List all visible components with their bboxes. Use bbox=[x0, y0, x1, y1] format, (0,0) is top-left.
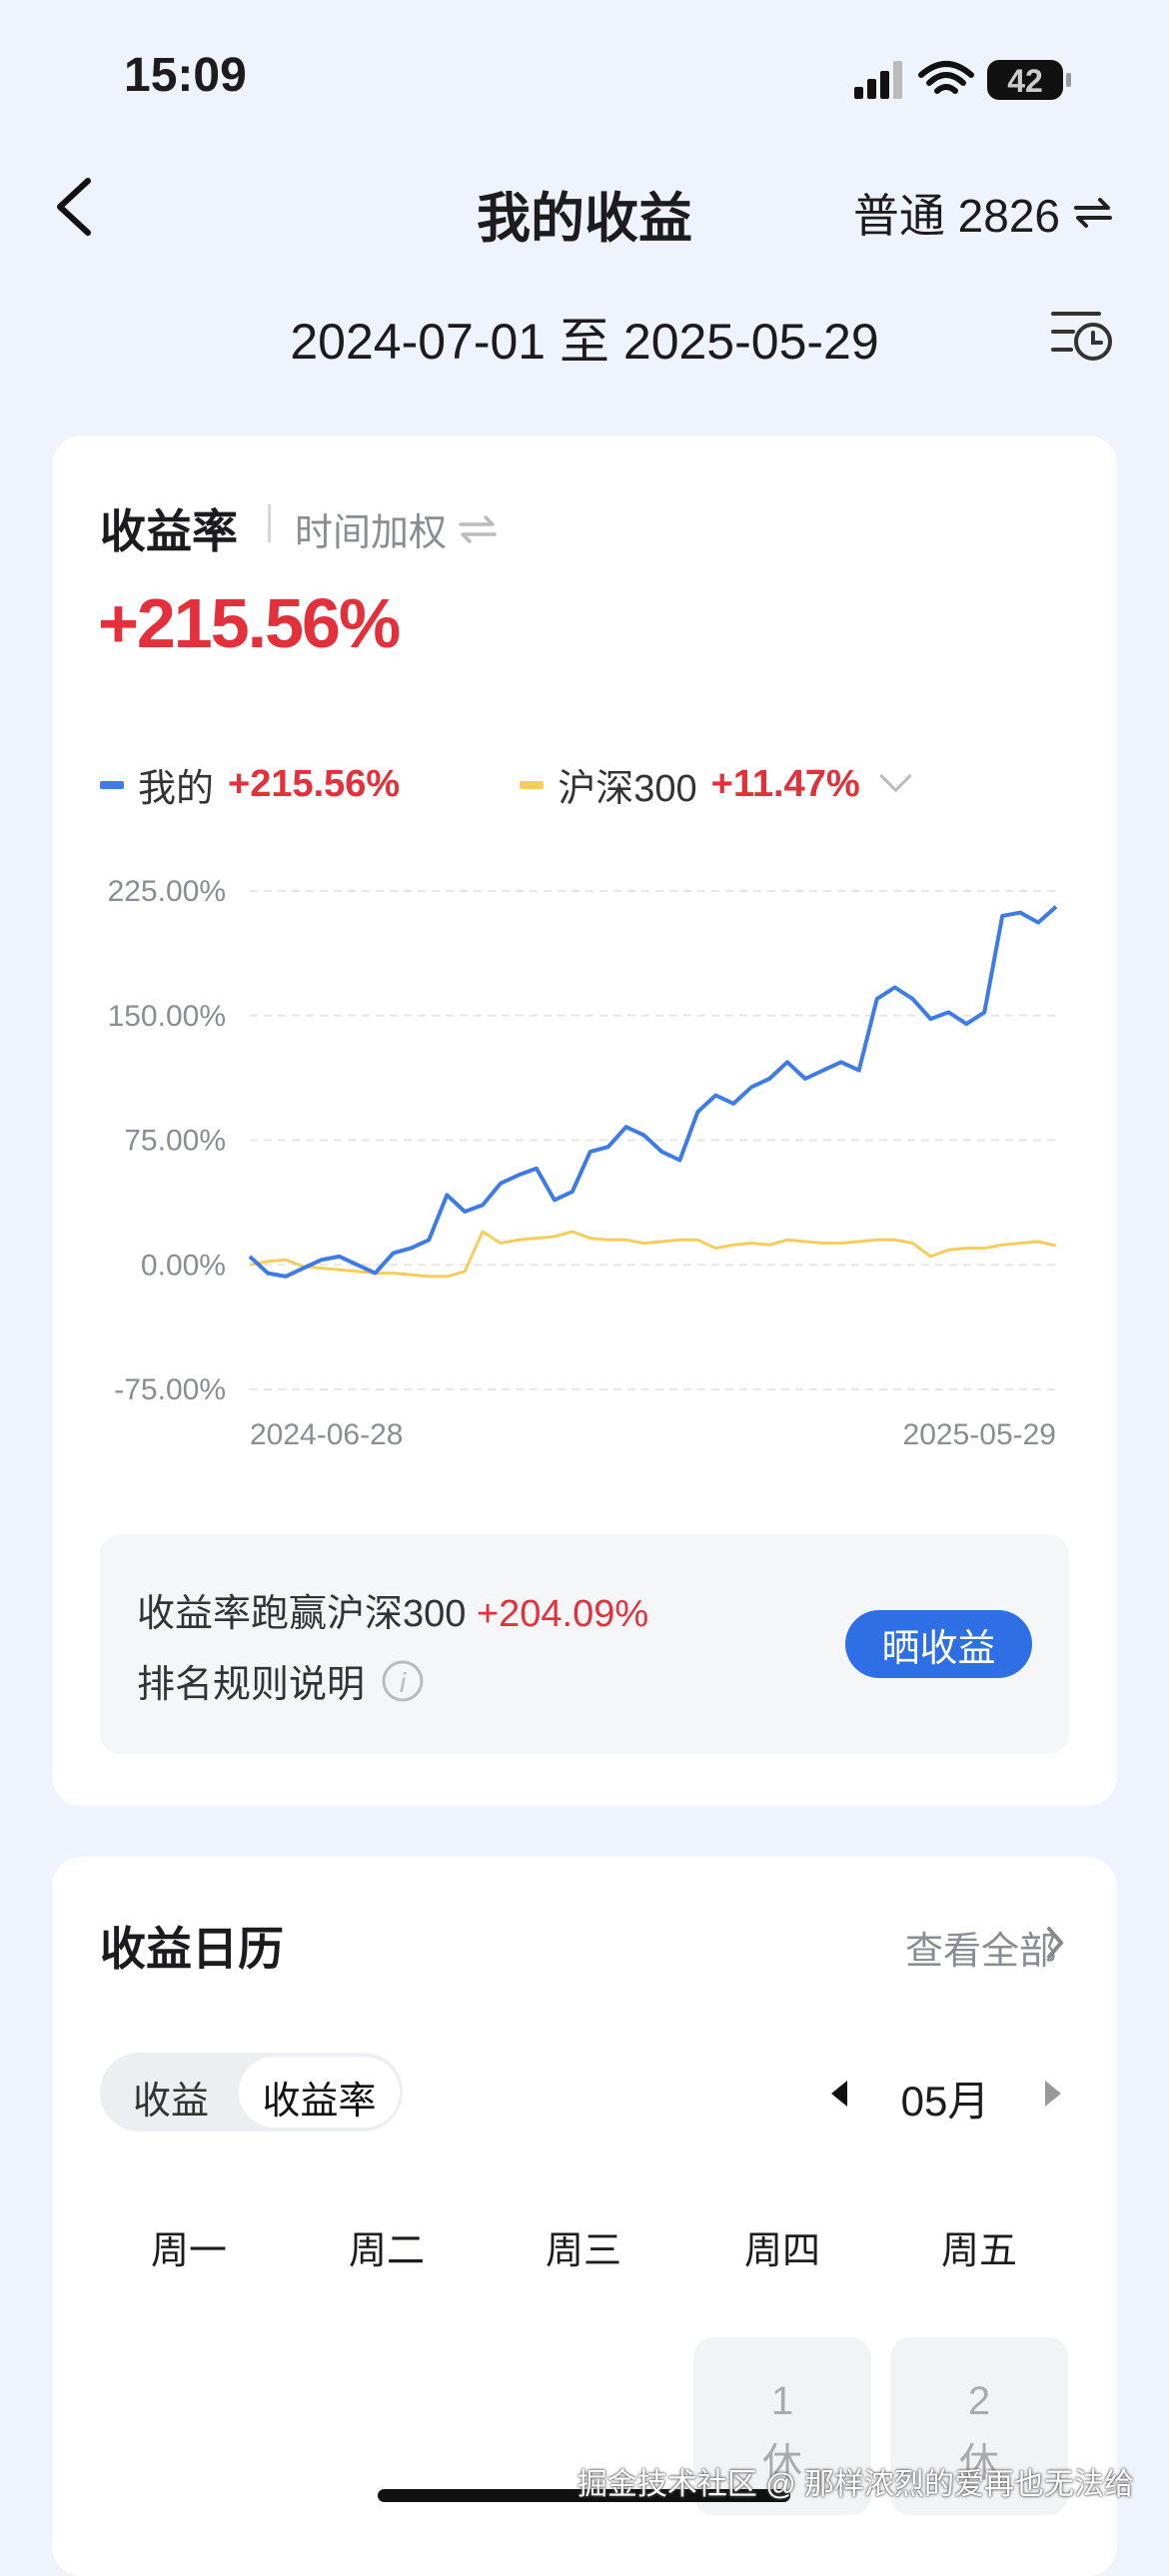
share-button[interactable]: 晒收益 bbox=[845, 1610, 1032, 1678]
svg-text:i: i bbox=[400, 1667, 407, 1698]
legend-swatch bbox=[100, 780, 124, 789]
y-tick-label: 0.00% bbox=[141, 1249, 226, 1282]
y-tick-label: -75.00% bbox=[114, 1373, 226, 1406]
legend-swatch bbox=[520, 780, 545, 789]
day-note: 休 bbox=[762, 2441, 802, 2485]
legend-item: 我的 +215.56% bbox=[100, 757, 400, 812]
back-button[interactable] bbox=[50, 175, 100, 239]
signal-bar bbox=[880, 71, 889, 99]
x-tick-label: 2024-06-28 bbox=[250, 1418, 403, 1451]
series-line bbox=[248, 905, 1058, 1279]
y-tick-label: 225.00% bbox=[108, 875, 226, 908]
status-time: 15:09 bbox=[124, 49, 247, 102]
account-label: 普通 2826 bbox=[852, 190, 1060, 242]
summary-line: 收益率跑赢沪深300 +204.09% bbox=[137, 1582, 648, 1637]
tab-active-bg bbox=[239, 2057, 400, 2128]
legend-value: +215.56% bbox=[228, 763, 401, 805]
summary-value: +204.09% bbox=[476, 1593, 649, 1635]
share-button-label: 晒收益 bbox=[881, 1627, 996, 1670]
day-number: 1 bbox=[770, 2379, 794, 2423]
weekday: 周一 bbox=[150, 2230, 227, 2272]
history-icon[interactable] bbox=[1049, 306, 1115, 362]
month-prev[interactable] bbox=[827, 2078, 853, 2110]
day-number: 2 bbox=[967, 2379, 991, 2423]
legend-dropdown[interactable] bbox=[878, 759, 912, 793]
weekday: 周四 bbox=[743, 2230, 820, 2272]
signal-bar bbox=[893, 61, 902, 99]
home-indicator bbox=[378, 2489, 790, 2502]
switch-icon bbox=[1074, 198, 1112, 228]
legend-name: 沪深300 bbox=[558, 768, 697, 810]
status-icons: 42 bbox=[854, 60, 1071, 100]
card-title: 收益率 bbox=[100, 505, 238, 557]
nav-title: 我的收益 bbox=[477, 189, 692, 249]
rule-text: 排名规则说明 bbox=[137, 1664, 366, 1706]
legend: 我的 +215.56% 沪深300 +11.47% bbox=[100, 757, 912, 812]
mode-label: 时间加权 bbox=[295, 512, 448, 554]
day-note: 休 bbox=[959, 2441, 999, 2485]
legend-value: +11.47% bbox=[710, 763, 860, 805]
x-tick-label: 2025-05-29 bbox=[903, 1418, 1056, 1451]
line-chart: -75.00% 0.00% 75.00% 150.00% 225.00% 2024-06-… bbox=[108, 875, 1058, 1451]
weekday: 周三 bbox=[545, 2230, 621, 2272]
series-line bbox=[249, 1230, 1057, 1279]
battery-level: 42 bbox=[1007, 63, 1043, 99]
legend-item: 沪深300 +11.47% bbox=[520, 757, 860, 812]
battery-body bbox=[987, 60, 1063, 100]
info-icon: i bbox=[382, 1660, 424, 1701]
tab[interactable]: 收益 bbox=[132, 2081, 209, 2123]
divider bbox=[268, 504, 271, 542]
total-return: +215.56% bbox=[98, 584, 401, 662]
month-label: 05月 bbox=[900, 2078, 990, 2125]
month-next[interactable] bbox=[1039, 2078, 1065, 2110]
view-all-chevron[interactable] bbox=[1043, 1925, 1067, 1961]
battery-tip bbox=[1066, 73, 1071, 87]
tab-active[interactable]: 收益率 bbox=[262, 2081, 377, 2123]
back-chevron bbox=[57, 178, 91, 236]
legend-name: 我的 bbox=[138, 768, 215, 810]
signal-bar bbox=[854, 87, 863, 99]
y-tick-label: 150.00% bbox=[108, 1000, 226, 1033]
account-switch[interactable]: 普通 2826 bbox=[853, 180, 1112, 246]
calendar-title: 收益日历 bbox=[100, 1923, 284, 1975]
mode-switch[interactable]: 时间加权 bbox=[295, 501, 497, 556]
wifi-icon bbox=[918, 61, 974, 94]
rule-link[interactable]: 排名规则说明 i bbox=[137, 1653, 425, 1708]
date-range[interactable]: 2024-07-01 至 2025-05-29 bbox=[290, 314, 879, 370]
summary-text: 收益率跑赢沪深300 bbox=[137, 1593, 467, 1635]
watermark: 掘金技术社区 @ 那样浓烈的爱再也无法给 bbox=[577, 2468, 1134, 2501]
weekday: 周五 bbox=[940, 2230, 1017, 2272]
signal-bar bbox=[867, 79, 876, 99]
view-all[interactable]: 查看全部 bbox=[904, 1931, 1057, 1973]
y-tick-label: 75.00% bbox=[124, 1125, 226, 1158]
weekday: 周二 bbox=[348, 2230, 425, 2272]
swap-icon bbox=[459, 514, 497, 543]
